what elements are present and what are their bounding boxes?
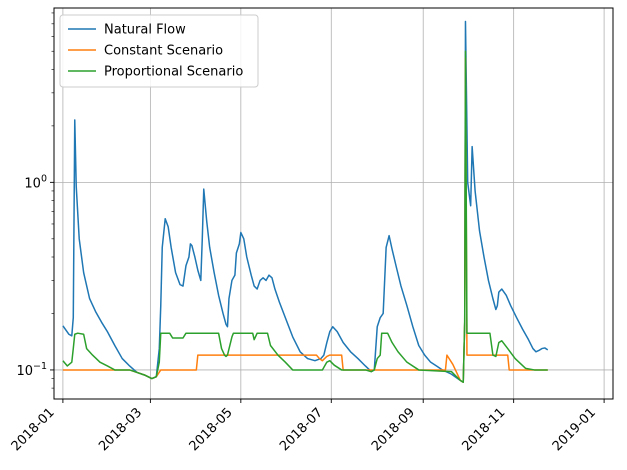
series-line-proportional-scenario (62, 50, 548, 383)
y-tick-base: 10 (24, 176, 41, 191)
legend-label: Constant Scenario (104, 44, 223, 59)
legend-label: Proportional Scenario (104, 65, 243, 80)
axes-frame (53, 7, 614, 400)
legend-label: Natural Flow (104, 23, 186, 38)
series-line-natural-flow (62, 20, 549, 383)
y-tick-exponent: 0 (41, 173, 47, 184)
y-tick-exponent: −1 (33, 361, 47, 372)
legend: Natural Flow Constant Scenario Proportiona… (59, 14, 259, 88)
legend-box (59, 14, 259, 88)
y-tick-label: 100 (24, 173, 47, 191)
y-tick-label: 10−1 (16, 361, 47, 379)
plot-area (62, 20, 549, 383)
y-tick-base: 10 (16, 364, 33, 379)
